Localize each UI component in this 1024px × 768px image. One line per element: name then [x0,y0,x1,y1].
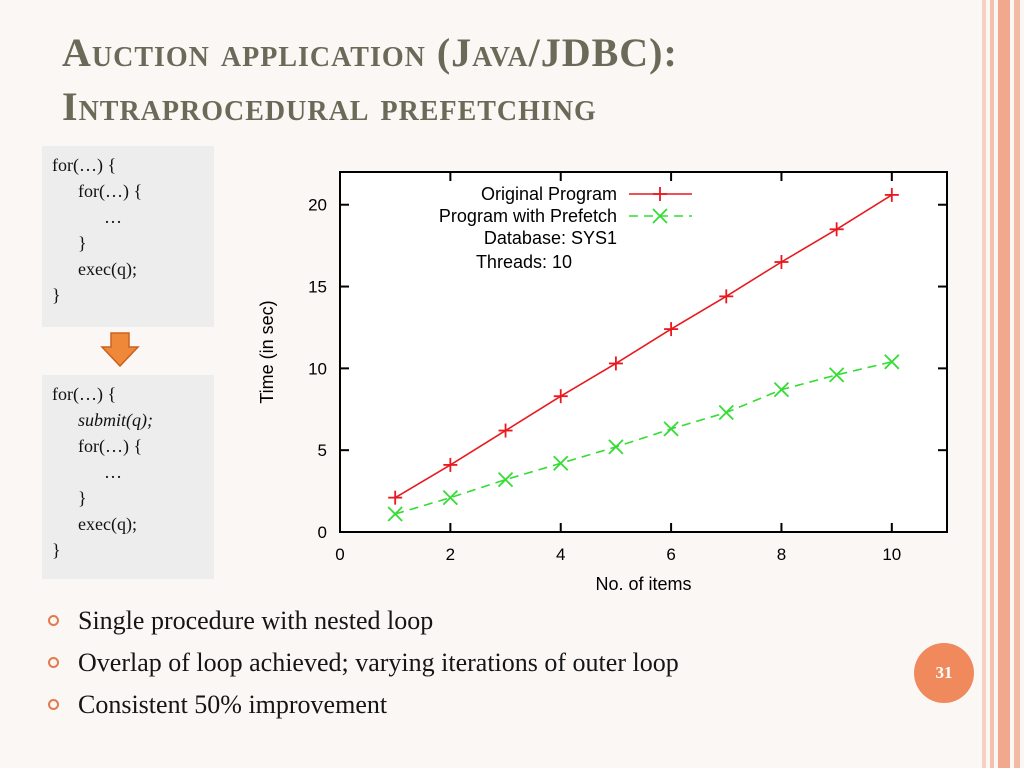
code-line: for(…) { [52,155,117,175]
x-tick-label: 8 [777,545,786,564]
data-point-marker [442,489,459,506]
code-line: } [52,540,61,560]
data-point-marker [773,381,790,398]
bullet-icon [48,615,59,626]
y-tick-label: 20 [308,196,327,215]
x-tick-label: 10 [882,545,901,564]
code-line: } [78,488,87,508]
code-line: submit(q); [78,410,153,430]
data-point-marker [553,455,569,471]
bullet-text: Overlap of loop achieved; varying iterat… [78,648,679,677]
title-line-1: Auction application (Java/JDBC): [62,30,678,75]
series-line-1 [394,361,893,515]
bullet-icon [48,657,59,668]
data-point-marker [884,354,900,370]
legend-note: Threads: 10 [476,252,572,272]
bullet-item: Consistent 50% improvement [42,684,679,726]
plot-frame [339,171,948,533]
data-point-marker [497,471,514,488]
x-tick-label: 4 [556,545,565,564]
bullet-text: Single procedure with nested loop [78,606,434,635]
code-line: } [78,233,87,253]
decorative-stripes [978,0,1024,768]
code-line: … [104,207,122,227]
down-arrow-icon [100,332,140,368]
code-line: for(…) { [78,181,143,201]
data-point-marker [387,506,403,522]
x-tick-label: 2 [446,545,455,564]
page-number-badge: 31 [914,643,974,703]
y-tick-label: 15 [308,278,327,297]
x-tick-label: 6 [666,545,675,564]
legend-label: Program with Prefetch [439,206,617,226]
legend-note: Database: SYS1 [484,228,617,248]
bullet-item: Single procedure with nested loop [42,600,679,642]
bullet-text: Consistent 50% improvement [78,690,388,719]
bullet-icon [48,699,59,710]
y-tick-label: 5 [318,441,327,460]
y-tick-label: 0 [318,523,327,542]
code-line: exec(q); [78,259,137,279]
code-line: } [52,285,61,305]
data-point-marker [718,404,734,421]
code-line: … [104,462,122,482]
code-line: for(…) { [52,384,117,404]
data-point-marker [828,367,845,383]
time-vs-items-chart: 0 5 10 15 20 0 2 4 6 8 10 No. of items Time (in sec)… [257,171,948,594]
code-line: exec(q); [78,514,137,534]
y-axis-label: Time (in sec) [257,300,277,403]
title-line-2: Intraprocedural prefetching [62,84,597,129]
legend-marker [652,208,668,224]
x-axis-label: No. of items [595,574,691,594]
code-line: for(…) { [78,436,143,456]
data-point-marker [608,439,624,455]
data-point-marker [663,421,679,437]
series-line-0 [394,194,893,499]
y-tick-label: 10 [308,359,327,378]
slide-title: Auction application (Java/JDBC): Intrapr… [62,26,942,134]
bullet-item: Overlap of loop achieved; varying iterat… [42,642,679,684]
code-block-after: for(…) { submit(q); for(…) { … } exec(q)… [42,375,214,579]
legend-label: Original Program [481,184,617,204]
x-tick-label: 0 [335,545,344,564]
code-block-before: for(…) { for(…) { … } exec(q); } [42,146,214,327]
bullet-list: Single procedure with nested loop Overla… [42,600,679,726]
